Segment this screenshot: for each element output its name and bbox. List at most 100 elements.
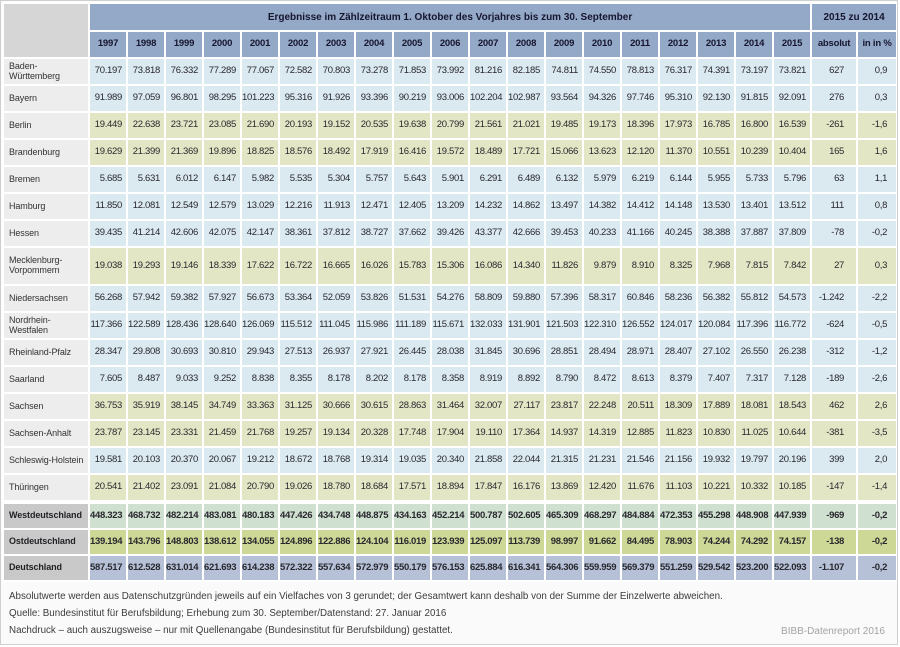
year-column-header: 2007	[468, 30, 508, 59]
value-cell: 117.396	[734, 311, 774, 340]
value-cell: 19.152	[316, 111, 356, 140]
value-cell: 28.863	[392, 392, 432, 421]
value-cell: 8.472	[582, 365, 622, 394]
value-cell: 27.921	[354, 338, 394, 367]
value-cell: 41.166	[620, 219, 660, 248]
value-cell: 572.322	[278, 554, 318, 582]
value-cell: 19.629	[88, 138, 128, 167]
year-column-header: 2006	[430, 30, 470, 59]
value-cell: 5.733	[734, 165, 774, 194]
value-cell: 28.347	[88, 338, 128, 367]
value-cell: 115.986	[354, 311, 394, 340]
value-cell: 126.069	[240, 311, 280, 340]
value-cell: 8.487	[126, 365, 166, 394]
value-cell: 93.396	[354, 84, 394, 113]
header-row-period: Ergebnisse im Zählzeitraum 1. Oktober de…	[2, 2, 897, 59]
change-percent-cell: 1,6	[856, 138, 897, 167]
value-cell: 8.838	[240, 365, 280, 394]
value-cell: 13.623	[582, 138, 622, 167]
value-cell: 19.035	[392, 446, 432, 475]
value-cell: 26.550	[734, 338, 774, 367]
value-cell: 18.672	[278, 446, 318, 475]
value-cell: 7.605	[88, 365, 128, 394]
value-cell: 57.942	[126, 284, 166, 313]
value-cell: 480.183	[240, 502, 280, 530]
value-cell: 74.244	[696, 528, 736, 556]
value-cell: 16.539	[771, 111, 813, 140]
change-percent-cell: -1,6	[856, 111, 897, 140]
change-percent-cell: -0,2	[856, 219, 897, 248]
value-cell: 30.666	[316, 392, 356, 421]
row-label: Schleswig-Holstein	[2, 446, 90, 475]
row-label: Sachsen	[2, 392, 90, 421]
value-cell: 117.366	[88, 311, 128, 340]
value-cell: 7.968	[696, 246, 736, 286]
value-cell: 20.370	[164, 446, 204, 475]
value-cell: 612.528	[126, 554, 166, 582]
value-cell: 41.214	[126, 219, 166, 248]
value-cell: 18.309	[658, 392, 698, 421]
value-cell: 51.531	[392, 284, 432, 313]
value-cell: 73.821	[771, 57, 813, 86]
value-cell: 448.875	[354, 502, 394, 530]
value-cell: 5.757	[354, 165, 394, 194]
value-cell: 465.309	[544, 502, 584, 530]
value-cell: 8.178	[316, 365, 356, 394]
value-cell: 614.238	[240, 554, 280, 582]
value-cell: 53.826	[354, 284, 394, 313]
value-cell: 102.987	[506, 84, 546, 113]
year-column-header: 1999	[164, 30, 204, 59]
value-cell: 12.471	[354, 192, 394, 221]
value-cell: 115.512	[278, 311, 318, 340]
value-cell: 16.026	[354, 246, 394, 286]
value-cell: 18.684	[354, 473, 394, 502]
table-row: Berlin 19.449 22.638 23.721 23.085 21.690 20.1…	[2, 111, 897, 140]
year-column-header: 2001	[240, 30, 280, 59]
value-cell: 19.293	[126, 246, 166, 286]
value-cell: 434.748	[316, 502, 356, 530]
value-cell: 21.858	[468, 446, 508, 475]
value-cell: 37.662	[392, 219, 432, 248]
value-cell: 10.551	[696, 138, 736, 167]
value-cell: 22.044	[506, 446, 546, 475]
value-cell: 23.091	[164, 473, 204, 502]
value-cell: 71.853	[392, 57, 432, 86]
value-cell: 21.021	[506, 111, 546, 140]
value-cell: 5.304	[316, 165, 356, 194]
value-cell: 11.025	[734, 419, 774, 448]
change-absolute-cell: -312	[810, 338, 859, 367]
value-cell: 28.851	[544, 338, 584, 367]
value-cell: 57.396	[544, 284, 584, 313]
change-absolute-cell: -1.242	[810, 284, 859, 313]
change-absolute-cell: -189	[810, 365, 859, 394]
value-cell: 14.862	[506, 192, 546, 221]
value-cell: 21.315	[544, 446, 584, 475]
value-cell: 10.239	[734, 138, 774, 167]
change-absolute-cell: 63	[810, 165, 859, 194]
change-percent-cell: -0,2	[856, 554, 897, 582]
value-cell: 9.879	[582, 246, 622, 286]
value-cell: 15.783	[392, 246, 432, 286]
value-cell: 14.412	[620, 192, 660, 221]
year-column-header: 2010	[582, 30, 622, 59]
year-column-header: 1997	[88, 30, 128, 59]
row-label: Westdeutschland	[2, 502, 90, 530]
value-cell: 6.012	[164, 165, 204, 194]
value-cell: 93.564	[544, 84, 584, 113]
value-cell: 78.813	[620, 57, 660, 86]
value-cell: 74.811	[544, 57, 584, 86]
value-cell: 8.379	[658, 365, 698, 394]
year-column-header: 2005	[392, 30, 432, 59]
value-cell: 43.377	[468, 219, 508, 248]
year-column-header: 2003	[316, 30, 356, 59]
value-cell: 21.546	[620, 446, 660, 475]
value-cell: 26.445	[392, 338, 432, 367]
value-cell: 18.576	[278, 138, 318, 167]
value-cell: 14.319	[582, 419, 622, 448]
value-cell: 19.314	[354, 446, 394, 475]
value-cell: 19.110	[468, 419, 508, 448]
value-cell: 56.382	[696, 284, 736, 313]
value-cell: 6.144	[658, 165, 698, 194]
value-cell: 13.512	[771, 192, 813, 221]
value-cell: 8.613	[620, 365, 660, 394]
